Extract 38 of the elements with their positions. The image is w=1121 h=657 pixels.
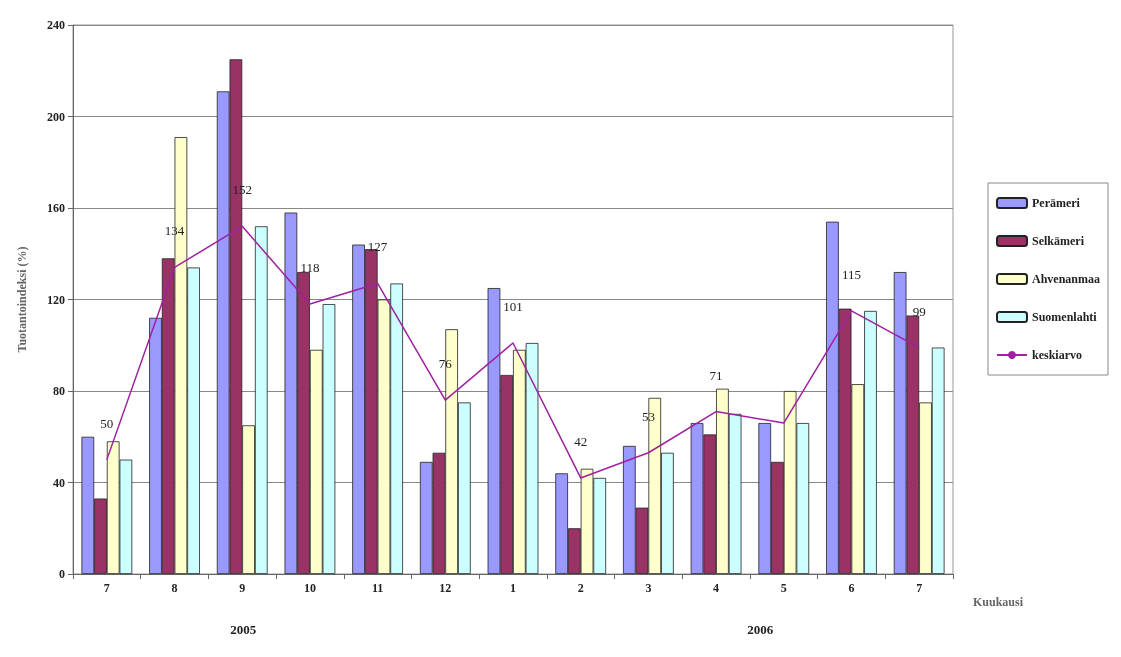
y-tick-label: 240 bbox=[47, 18, 65, 32]
y-axis-title: Tuotantoindeksi (%) bbox=[15, 246, 29, 353]
legend-label: Selkämeri bbox=[1031, 234, 1085, 248]
data-label: 42 bbox=[574, 433, 588, 449]
x-tick-label: 8 bbox=[171, 581, 178, 595]
text: 2005 bbox=[230, 622, 257, 637]
text: 2006 bbox=[747, 622, 774, 637]
y-tick-label: 80 bbox=[53, 384, 65, 398]
x-tick-label: 4 bbox=[713, 581, 720, 595]
x-axis-title: Kuukausi bbox=[973, 595, 1024, 609]
x-tick-label: 12 bbox=[439, 581, 452, 595]
x-tick-label: 1 bbox=[510, 581, 516, 595]
data-label: 118 bbox=[300, 260, 320, 276]
legend-label: keskiarvo bbox=[1031, 348, 1083, 362]
data-label: 127 bbox=[367, 239, 388, 255]
x-tick-label: 3 bbox=[645, 581, 652, 595]
x-tick-label: 11 bbox=[371, 581, 384, 595]
data-label: 71 bbox=[709, 367, 723, 383]
data-label: 134 bbox=[164, 223, 185, 239]
y-tick-label: 120 bbox=[47, 292, 65, 307]
data-label: 101 bbox=[503, 298, 523, 314]
x-tick-label: 7 bbox=[916, 581, 923, 595]
y-tick-label: 200 bbox=[47, 109, 65, 124]
legend-label: Suomenlahti bbox=[1031, 310, 1098, 324]
legend-label: Perämeri bbox=[1031, 196, 1081, 210]
data-label: 115 bbox=[841, 266, 861, 282]
x-tick-label: 10 bbox=[303, 581, 316, 595]
y-tick-label: 160 bbox=[47, 201, 65, 215]
data-label: 50 bbox=[100, 415, 114, 431]
legend-label: Ahvenanmaa bbox=[1031, 272, 1101, 286]
y-tick-label: 0 bbox=[59, 567, 65, 581]
x-tick-label: 2 bbox=[577, 581, 584, 595]
x-tick-label: 5 bbox=[780, 581, 787, 595]
x-tick-label: 9 bbox=[239, 581, 246, 595]
data-label: 99 bbox=[912, 303, 926, 319]
y-tick-label: 40 bbox=[53, 475, 65, 490]
x-tick-label: 7 bbox=[103, 581, 110, 595]
x-tick-label: 6 bbox=[848, 581, 855, 595]
